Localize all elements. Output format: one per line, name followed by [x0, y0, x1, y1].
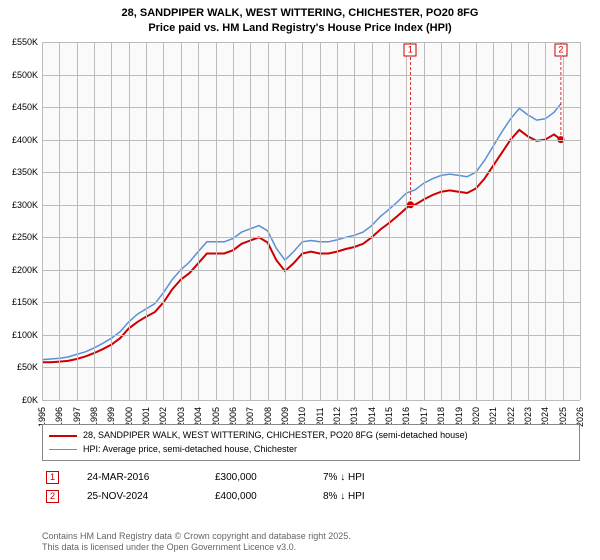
legend-row: HPI: Average price, semi-detached house,…: [49, 443, 573, 457]
chart-container: 28, SANDPIPER WALK, WEST WITTERING, CHIC…: [0, 0, 600, 560]
y-tick-label: £150K: [12, 297, 38, 307]
plot-area: £0K£50K£100K£150K£200K£250K£300K£350K£40…: [42, 42, 580, 400]
sale-price: £300,000: [215, 472, 305, 483]
footnote: Contains HM Land Registry data © Crown c…: [42, 531, 351, 554]
y-tick-label: £450K: [12, 102, 38, 112]
legend-swatch: [49, 435, 77, 437]
line-layer: [42, 42, 580, 400]
y-tick-label: £200K: [12, 265, 38, 275]
chart-title: 28, SANDPIPER WALK, WEST WITTERING, CHIC…: [0, 0, 600, 38]
table-row: 1 24-MAR-2016 £300,000 7% ↓ HPI: [42, 468, 580, 487]
y-tick-label: £50K: [17, 362, 38, 372]
sale-date: 25-NOV-2024: [87, 491, 197, 502]
y-tick-label: £300K: [12, 200, 38, 210]
y-tick-label: £0K: [22, 395, 38, 405]
legend-swatch: [49, 449, 77, 450]
sale-marker-icon: 1: [404, 44, 417, 57]
y-tick-label: £100K: [12, 330, 38, 340]
y-tick-label: £500K: [12, 70, 38, 80]
sale-marker-icon: 2: [554, 44, 567, 57]
table-row: 2 25-NOV-2024 £400,000 8% ↓ HPI: [42, 487, 580, 506]
sale-diff: 7% ↓ HPI: [323, 472, 443, 483]
legend-label: HPI: Average price, semi-detached house,…: [83, 443, 297, 457]
title-line-1: 28, SANDPIPER WALK, WEST WITTERING, CHIC…: [8, 6, 592, 21]
y-tick-label: £550K: [12, 37, 38, 47]
y-tick-label: £350K: [12, 167, 38, 177]
sale-date: 24-MAR-2016: [87, 472, 197, 483]
sales-table: 1 24-MAR-2016 £300,000 7% ↓ HPI 2 25-NOV…: [42, 468, 580, 506]
title-line-2: Price paid vs. HM Land Registry's House …: [8, 21, 592, 36]
y-tick-label: £250K: [12, 232, 38, 242]
legend: 28, SANDPIPER WALK, WEST WITTERING, CHIC…: [42, 424, 580, 461]
y-tick-label: £400K: [12, 135, 38, 145]
sale-marker-icon: 2: [46, 490, 59, 503]
legend-label: 28, SANDPIPER WALK, WEST WITTERING, CHIC…: [83, 429, 468, 443]
footnote-line: This data is licensed under the Open Gov…: [42, 542, 351, 554]
sale-price: £400,000: [215, 491, 305, 502]
sale-diff: 8% ↓ HPI: [323, 491, 443, 502]
footnote-line: Contains HM Land Registry data © Crown c…: [42, 531, 351, 543]
legend-row: 28, SANDPIPER WALK, WEST WITTERING, CHIC…: [49, 429, 573, 443]
sale-marker-icon: 1: [46, 471, 59, 484]
